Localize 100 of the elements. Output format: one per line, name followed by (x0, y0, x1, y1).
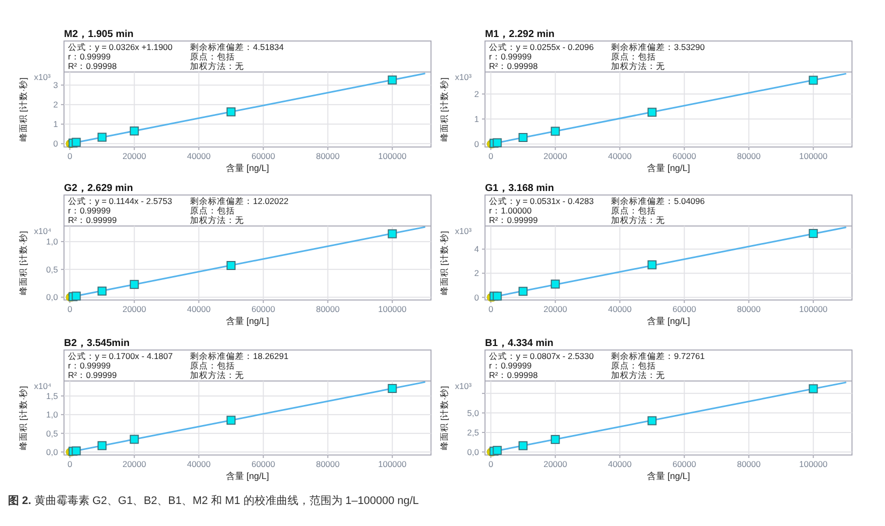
x-axis-title: 含量 [ng/L] (646, 163, 690, 173)
point (130, 434, 139, 444)
chart-title: M2，1.905 min (64, 29, 134, 40)
chart-title: B2，3.545min (64, 338, 130, 349)
x-tick-label: 60000 (672, 459, 696, 469)
text: 图 2. 黄曲霉毒素 G2、G1、B2、B1、M2 和 M1 的校准曲线，范围为 1–100000 ng/L (8, 494, 419, 507)
point (550, 126, 560, 136)
x-tick-label: 0 (488, 459, 494, 469)
y-tick-label: 2,5 (467, 427, 480, 438)
text: 加权方法：无 (611, 215, 665, 225)
point (648, 260, 657, 270)
point (72, 138, 81, 147)
point (808, 384, 818, 394)
y-tick-label: 1,0 (46, 236, 58, 247)
x-tick-label: 60000 (672, 151, 696, 161)
point (492, 138, 502, 148)
x-tick-label: 20000 (122, 459, 146, 469)
text: 公式：y = 0.1700x - 4.1807 (68, 351, 174, 361)
point (550, 434, 560, 444)
text: 公式：y = 0.0255x - 0.2096 (489, 42, 594, 52)
point (388, 76, 397, 85)
y-tick-label: 2 (474, 268, 480, 278)
text: R²：0.99999 (68, 215, 117, 225)
point (130, 126, 139, 136)
x-tick-label: 80000 (736, 304, 761, 314)
x-tick-label: 100000 (799, 304, 828, 314)
x-axis-title: 含量 [ng/L] (646, 471, 690, 481)
point (492, 292, 502, 301)
point (808, 76, 818, 85)
x-tick-label: 20000 (543, 304, 568, 314)
y-tick-label: 3 (53, 80, 58, 90)
y-axis-title: 峰面积 [计数·秒] (439, 78, 449, 142)
y-tick-label: 4 (474, 244, 480, 254)
chart-title: G2，2.629 min (64, 183, 133, 194)
x-tick-label: 80000 (736, 459, 761, 469)
x-tick-label: 80000 (736, 151, 761, 161)
x-tick-label: 100000 (378, 151, 407, 161)
y-tick-label: 5,0 (467, 408, 480, 418)
text: 加权方法：无 (190, 61, 244, 71)
text: 加权方法：无 (611, 370, 665, 380)
chart-title: G1，3.168 min (485, 183, 554, 194)
text: R²：0.99998 (489, 61, 538, 71)
point (226, 261, 236, 270)
text: 加权方法：无 (611, 61, 665, 71)
text: R²：0.99998 (68, 61, 117, 71)
text: 原点：包括 (611, 52, 656, 62)
y-tick-label: 1 (474, 114, 480, 124)
point (518, 133, 528, 142)
text: R²：0.99999 (489, 215, 538, 225)
point (98, 286, 107, 296)
x-tick-label: 40000 (608, 459, 632, 469)
x-tick-label: 20000 (543, 151, 568, 161)
y-axis-title: 峰面积 [计数·秒] (439, 386, 449, 450)
x-tick-label: 0 (67, 304, 72, 314)
y-tick-label: 2 (53, 100, 58, 110)
point (518, 286, 528, 296)
text: 公式：y = 0.1144x - 2.5753 (68, 196, 172, 206)
x-tick-label: 40000 (608, 304, 632, 314)
y-axis-title: 峰面积 [计数·秒] (439, 231, 449, 295)
y-tick-label: 0 (53, 138, 58, 149)
text: 加权方法：无 (190, 370, 244, 380)
y-tick-label: 0 (474, 292, 480, 302)
text: r：0.99999 (68, 360, 111, 370)
point (388, 384, 397, 393)
x-tick-label: 100000 (799, 151, 828, 161)
text: 加权方法：无 (190, 215, 244, 225)
x-tick-label: 100000 (378, 459, 407, 469)
x-tick-label: 0 (67, 459, 72, 469)
y-tick-label: 0,0 (46, 447, 58, 458)
x-tick-label: 100000 (799, 459, 828, 469)
y-tick-label: 0,5 (46, 428, 58, 438)
point (226, 416, 236, 425)
text: x10⁴ (34, 226, 52, 236)
text: x10³ (455, 381, 472, 391)
x-tick-label: 80000 (316, 459, 340, 469)
point (808, 228, 818, 238)
y-tick-label: 0,5 (46, 264, 58, 274)
text: x10³ (34, 72, 51, 82)
point (72, 292, 81, 301)
text: r：0.99999 (489, 360, 532, 370)
point (388, 229, 397, 238)
x-tick-label: 20000 (543, 459, 568, 469)
x-tick-label: 60000 (672, 304, 696, 314)
text: 原点：包括 (190, 52, 235, 62)
text: r：0.99999 (68, 52, 111, 62)
text: R²：0.99998 (489, 370, 538, 380)
text: 原点：包括 (611, 360, 656, 370)
text: 原点：包括 (190, 360, 235, 370)
x-tick-label: 60000 (251, 459, 276, 469)
text: 剩余标准偏差：5.04096 (611, 196, 705, 206)
point (98, 132, 107, 142)
y-tick-label: 0,0 (46, 292, 58, 302)
x-tick-label: 60000 (251, 151, 276, 161)
text: x10⁴ (34, 381, 52, 391)
point (518, 441, 528, 450)
text: 剩余标准偏差：18.26291 (190, 351, 289, 361)
x-tick-label: 40000 (608, 151, 632, 161)
y-axis-title: 峰面积 [计数·秒] (18, 78, 28, 142)
point (72, 446, 81, 456)
point (98, 441, 107, 450)
